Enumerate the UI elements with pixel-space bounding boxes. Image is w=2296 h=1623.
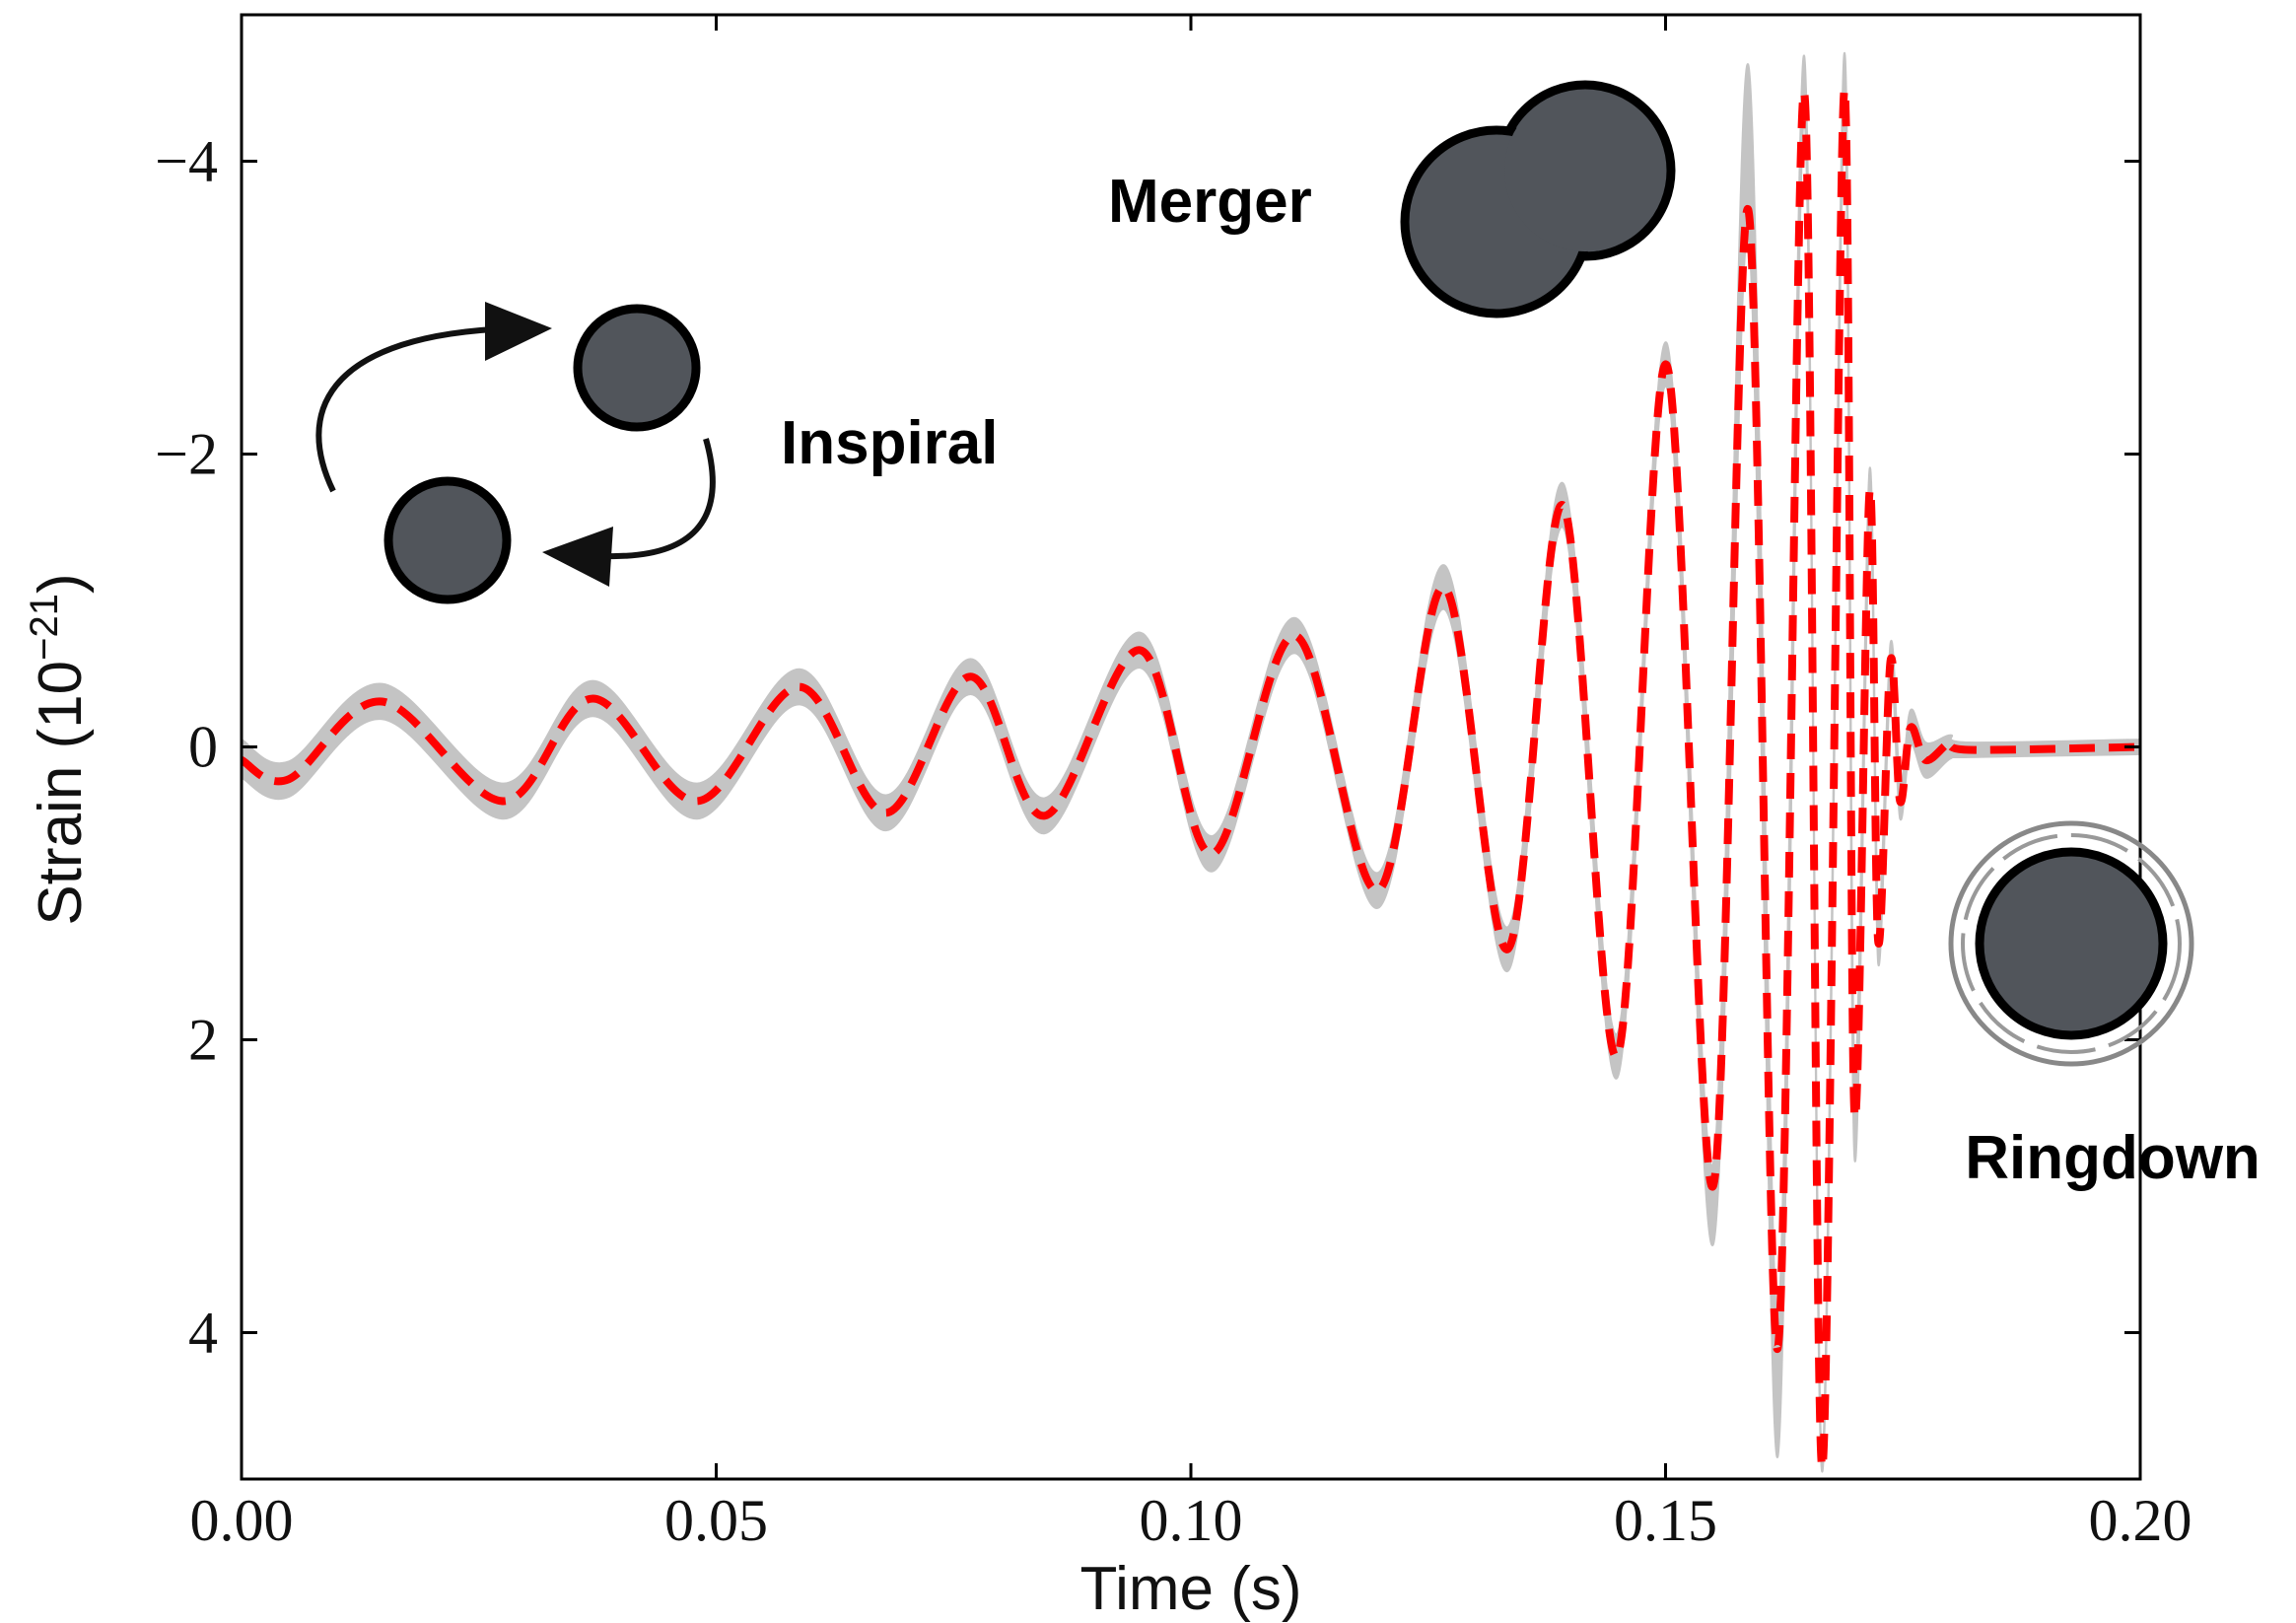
y-tick-label: −2 (155, 422, 218, 487)
annotation: Merger (1108, 168, 1312, 236)
ringdown-icon (1948, 820, 2194, 1067)
y-tick-label: 4 (188, 1301, 218, 1366)
inspiral-icon (315, 302, 716, 604)
y-axis-label-text: Strain (10 (27, 661, 95, 926)
y-axis-label-exponent: −21 (23, 594, 66, 661)
y-axis-label: Strain (10−21) (23, 573, 95, 925)
x-tick-label: 0.10 (1140, 1488, 1243, 1553)
y-tick-label: 0 (188, 715, 218, 780)
plot-area (242, 51, 2140, 1473)
x-tick-label: 0.05 (664, 1488, 768, 1553)
annotation: Ringdown (1965, 1124, 2261, 1192)
x-tick-label: 0.20 (2089, 1488, 2192, 1553)
y-tick-label: 2 (188, 1008, 218, 1073)
x-axis-label: Time (s) (1080, 1555, 1302, 1623)
y-tick-label: −4 (155, 129, 218, 194)
x-tick-label: 0.15 (1614, 1488, 1717, 1553)
line (242, 86, 2140, 1472)
merger-icon (1400, 80, 1676, 318)
uncertainty-band (242, 51, 2140, 1473)
ticks: 0.00 0.05 0.10 0.15 0.20 −4 −2 0 2 4 (155, 15, 2192, 1553)
annotation: Inspiral (781, 409, 999, 477)
x-tick-label: 0.00 (190, 1488, 294, 1553)
y-axis-label-close: ) (27, 573, 95, 594)
